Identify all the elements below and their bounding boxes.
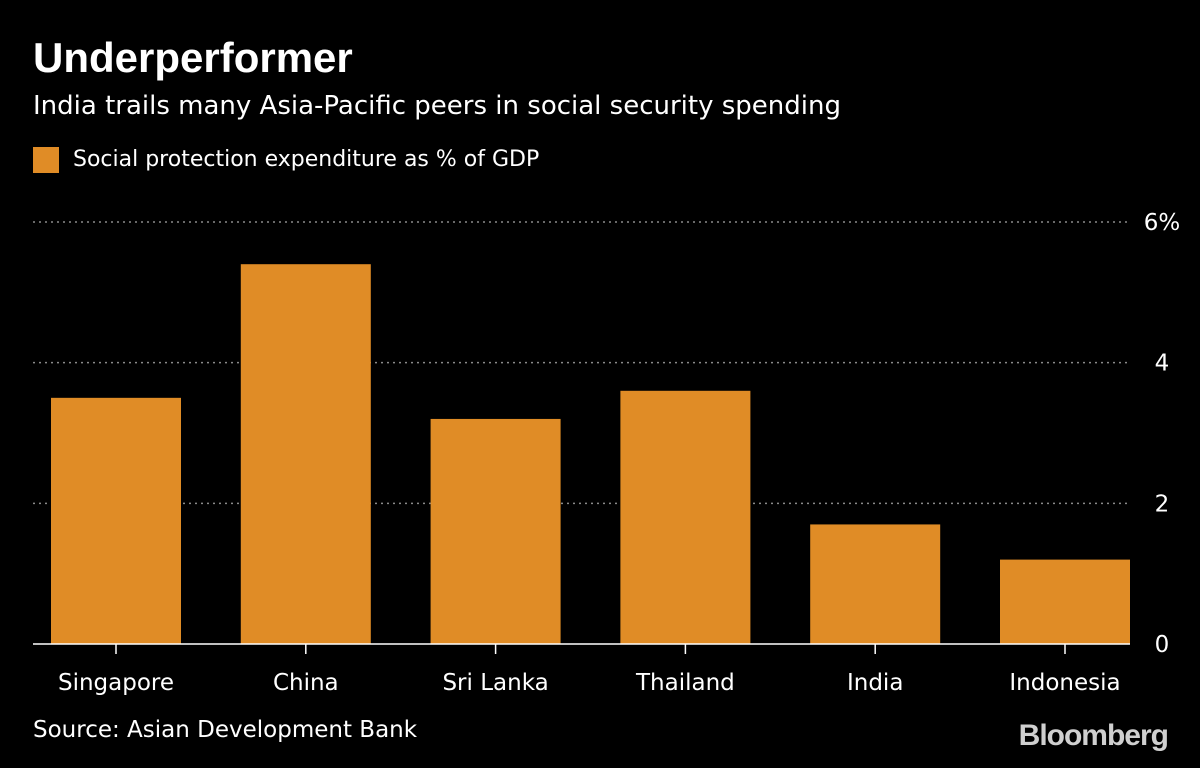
- bar-singapore: [51, 397, 181, 644]
- chart-title: Underperformer: [33, 34, 353, 81]
- x-category-label: Singapore: [58, 670, 174, 696]
- bar-china: [240, 264, 371, 644]
- chart-subtitle: India trails many Asia-Pacific peers in …: [33, 91, 841, 121]
- legend: Social protection expenditure as % of GD…: [33, 145, 539, 175]
- bloomberg-logo: Bloomberg: [1018, 719, 1169, 752]
- x-category-label: Sri Lanka: [442, 670, 548, 696]
- bar-thailand: [620, 390, 751, 644]
- axis-layer: 0 2 4 6% Singapore China Sri Lanka Thailand Indi…: [33, 210, 1180, 696]
- y-tick-label: 2: [1155, 491, 1170, 517]
- x-category-label: Thailand: [635, 670, 735, 696]
- bar-layer: [51, 264, 1130, 644]
- y-tick-label: 0: [1155, 632, 1170, 658]
- grid-layer: [33, 221, 1130, 505]
- source-note: Source: Asian Development Bank: [33, 717, 418, 743]
- x-category-label: Indonesia: [1009, 670, 1120, 696]
- legend-swatch: [33, 147, 59, 173]
- x-category-label: India: [847, 670, 903, 696]
- y-tick-label: 4: [1155, 351, 1170, 377]
- legend-label: Social protection expenditure as % of GD…: [73, 147, 540, 172]
- x-category-label: China: [273, 670, 339, 696]
- bar-indonesia: [1000, 559, 1130, 644]
- bar-sri-lanka: [430, 418, 561, 644]
- bar-india: [810, 524, 941, 644]
- y-tick-label: 6%: [1144, 210, 1181, 236]
